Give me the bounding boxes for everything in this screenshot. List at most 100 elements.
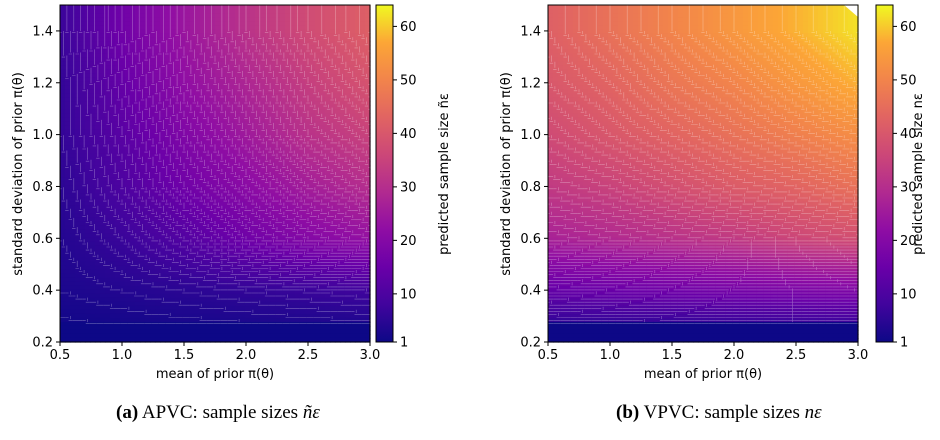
heatmap-cell <box>165 149 171 155</box>
heatmap-cell <box>90 265 96 271</box>
heatmap-cell <box>160 57 166 62</box>
heatmap-cell <box>175 117 181 122</box>
heatmap-cell <box>245 45 251 50</box>
heatmap-cell <box>125 137 131 142</box>
heatmap-cell <box>90 105 96 110</box>
heatmap-cell <box>75 249 81 255</box>
heatmap-cell <box>105 61 111 66</box>
heatmap-cell <box>185 253 191 259</box>
heatmap-cell <box>360 17 366 22</box>
heatmap-cell <box>265 301 271 307</box>
heatmap-cell <box>350 205 356 211</box>
heatmap-cell <box>165 29 171 34</box>
heatmap-cell <box>325 77 331 82</box>
heatmap-cell <box>345 45 351 50</box>
heatmap-cell <box>180 137 186 142</box>
heatmap-cell <box>305 157 311 163</box>
heatmap-cell <box>360 217 366 223</box>
heatmap-cell <box>220 173 226 179</box>
heatmap-cell <box>70 265 76 271</box>
heatmap-cell <box>210 193 216 199</box>
heatmap-cell <box>105 65 111 70</box>
heatmap-cell <box>160 9 166 14</box>
heatmap-cell <box>325 309 331 315</box>
heatmap-cell <box>150 45 156 50</box>
heatmap-cell <box>275 137 281 142</box>
heatmap-cell <box>145 97 151 102</box>
heatmap-cell <box>70 221 76 227</box>
heatmap-cell <box>140 137 146 142</box>
heatmap-cell <box>195 193 201 199</box>
heatmap-cell <box>305 149 311 155</box>
heatmap-cell <box>105 97 111 102</box>
heatmap-cell <box>180 205 186 211</box>
heatmap-cell <box>350 105 356 110</box>
heatmap-cell <box>180 93 186 98</box>
heatmap-cell <box>330 289 336 295</box>
heatmap-cell <box>280 61 286 66</box>
heatmap-cell <box>130 245 136 251</box>
heatmap-cell <box>205 21 211 26</box>
heatmap-cell <box>365 33 371 38</box>
heatmap-cell <box>175 65 181 70</box>
heatmap-cell <box>190 149 196 155</box>
heatmap-cell <box>210 85 216 90</box>
heatmap-cell <box>85 97 91 102</box>
heatmap-cell <box>240 25 246 30</box>
heatmap-cell <box>160 117 166 122</box>
heatmap-cell <box>60 77 66 82</box>
heatmap-cell <box>190 313 196 319</box>
heatmap-cell <box>160 285 166 291</box>
heatmap-cell <box>180 129 186 134</box>
heatmap-cell <box>140 97 146 102</box>
heatmap-cell <box>190 17 196 22</box>
heatmap-cell <box>305 145 311 151</box>
heatmap-cell <box>130 149 136 155</box>
heatmap-cell <box>85 205 91 211</box>
heatmap-cell <box>330 77 336 82</box>
heatmap-cell <box>345 65 351 70</box>
heatmap-cell <box>95 113 101 118</box>
heatmap-cell <box>225 113 231 118</box>
heatmap-cell <box>60 269 66 275</box>
heatmap-cell <box>225 33 231 38</box>
heatmap-cell <box>60 309 66 315</box>
heatmap-cell <box>135 89 141 94</box>
heatmap-cell <box>155 193 161 199</box>
heatmap-cell <box>70 57 76 62</box>
heatmap-cell <box>200 193 206 199</box>
heatmap-cell <box>290 129 296 134</box>
heatmap-cell <box>95 189 101 195</box>
heatmap-cell <box>305 317 311 323</box>
heatmap-cell <box>110 221 116 227</box>
heatmap-cell <box>275 41 281 46</box>
heatmap-cell <box>90 277 96 283</box>
heatmap-cell <box>185 121 191 126</box>
heatmap-cell <box>75 173 81 179</box>
heatmap-cell <box>80 9 86 14</box>
heatmap-cell <box>90 257 96 263</box>
heatmap-cell <box>125 81 131 86</box>
heatmap-cell <box>350 193 356 199</box>
heatmap-cell <box>310 153 316 159</box>
heatmap-cell <box>300 317 306 323</box>
heatmap-cell <box>240 249 246 255</box>
heatmap-cell <box>125 173 131 179</box>
heatmap-cell <box>315 293 321 299</box>
heatmap-cell <box>345 281 351 287</box>
heatmap-cell <box>325 269 331 275</box>
heatmap-cell <box>245 129 251 134</box>
heatmap-cell <box>65 313 71 319</box>
heatmap-cell <box>120 277 126 283</box>
heatmap-cell <box>265 61 271 66</box>
heatmap-cell <box>215 93 221 98</box>
heatmap-cell <box>155 21 161 26</box>
heatmap-cell <box>205 109 211 114</box>
heatmap-cell <box>325 93 331 98</box>
heatmap-cell <box>120 301 126 307</box>
heatmap-cell <box>285 117 291 122</box>
heatmap-cell <box>125 97 131 102</box>
heatmap-cell <box>170 97 176 102</box>
heatmap-cell <box>350 61 356 66</box>
heatmap-cell <box>295 93 301 98</box>
